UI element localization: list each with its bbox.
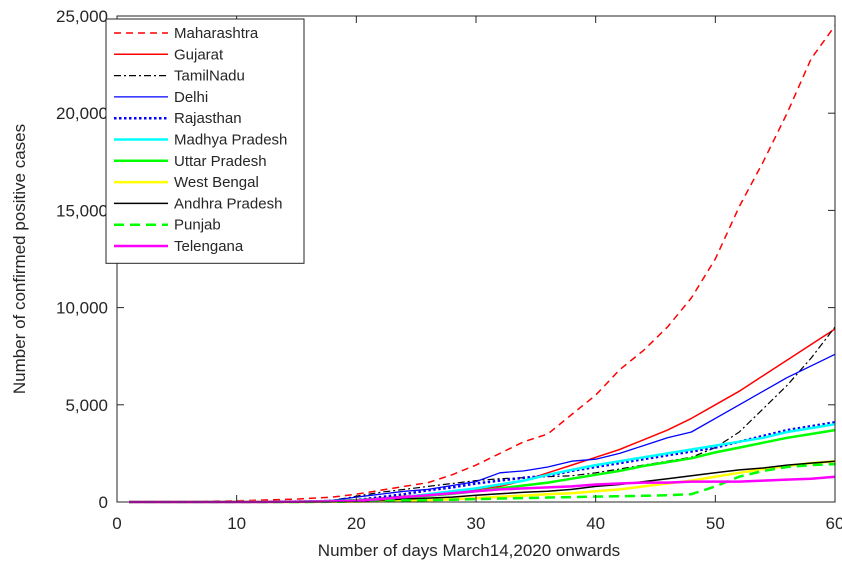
x-tick-label: 50 bbox=[706, 514, 725, 533]
legend-label: Rajasthan bbox=[174, 110, 242, 127]
legend-label: Madhya Pradesh bbox=[174, 132, 287, 149]
legend-label: Maharashtra bbox=[174, 25, 259, 42]
y-tick-label: 10,000 bbox=[56, 299, 108, 318]
y-tick-label: 20,000 bbox=[56, 104, 108, 123]
series-line-9 bbox=[129, 462, 836, 504]
x-tick-label: 10 bbox=[227, 514, 246, 533]
ticks-layer: 0 10 20 30 40 50 60 0 5,000 10,000 15,000 20,000 25,… bbox=[56, 7, 842, 533]
y-tick-label: 25,000 bbox=[56, 7, 108, 26]
series-line-10 bbox=[129, 475, 836, 504]
x-tick-label: 0 bbox=[112, 514, 121, 533]
legend-label: West Bengal bbox=[174, 174, 259, 191]
legend-label: TamilNadu bbox=[174, 68, 245, 85]
legend-label: Telengana bbox=[174, 238, 244, 255]
x-tick-label: 30 bbox=[467, 514, 486, 533]
legend: Maharashtra Gujarat TamilNadu Delhi Rajastha… bbox=[105, 18, 305, 264]
x-tick-label: 20 bbox=[347, 514, 366, 533]
legend-label: Gujarat bbox=[174, 46, 224, 63]
y-tick-label: 15,000 bbox=[56, 201, 108, 220]
y-axis-label: Number of confirmed positive cases bbox=[10, 124, 29, 394]
legend-label: Uttar Pradesh bbox=[174, 153, 267, 170]
series-line-0 bbox=[128, 25, 836, 503]
x-axis-label: Number of days March14,2020 onwards bbox=[318, 541, 620, 560]
legend-label: Andhra Pradesh bbox=[174, 195, 282, 212]
legend-label: Punjab bbox=[174, 217, 221, 234]
legend-label: Delhi bbox=[174, 89, 208, 106]
y-tick-label: 5,000 bbox=[65, 396, 108, 415]
x-tick-label: 40 bbox=[586, 514, 605, 533]
legend-box bbox=[105, 18, 305, 264]
x-tick-label: 60 bbox=[826, 514, 842, 533]
y-tick-label: 0 bbox=[99, 493, 108, 512]
